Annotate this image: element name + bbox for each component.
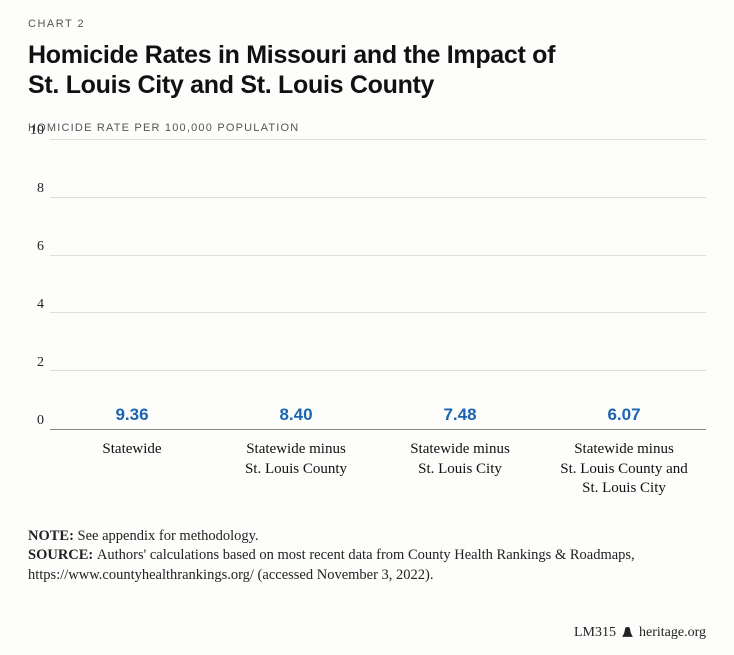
- x-axis-labels: Statewide Statewide minus St. Louis Coun…: [50, 440, 706, 499]
- bell-icon: [622, 627, 633, 640]
- x-label-line: St. Louis County: [245, 461, 347, 477]
- source-line: SOURCE: Authors' calculations based on m…: [28, 546, 706, 585]
- y-tick-10: 10: [30, 123, 44, 139]
- source-text: Authors' calculations based on most rece…: [28, 547, 635, 583]
- x-label: Statewide: [50, 440, 214, 499]
- y-axis-title: HOMICIDE RATE PER 100,000 POPULATION: [28, 122, 706, 134]
- bar-group: 6.07: [542, 405, 706, 429]
- x-label-line: St. Louis City: [418, 461, 502, 477]
- bar-group: 7.48: [378, 405, 542, 429]
- x-label: Statewide minus St. Louis City: [378, 440, 542, 499]
- x-label-line: Statewide: [102, 441, 161, 457]
- bar-value-label: 9.36: [115, 405, 148, 425]
- title-line-1: Homicide Rates in Missouri and the Impac…: [28, 41, 555, 69]
- plot-region: 9.36 8.40 7.48 6.07: [50, 140, 706, 430]
- footer: LM315 heritage.org: [574, 625, 706, 641]
- x-label-line: Statewide minus: [574, 441, 674, 457]
- bar-group: 9.36: [50, 405, 214, 429]
- chart-title: Homicide Rates in Missouri and the Impac…: [28, 40, 706, 100]
- x-label: Statewide minus St. Louis County: [214, 440, 378, 499]
- y-tick-2: 2: [37, 355, 44, 371]
- chart-number-label: CHART 2: [28, 18, 706, 30]
- notes-block: NOTE: See appendix for methodology. SOUR…: [28, 527, 706, 586]
- note-line: NOTE: See appendix for methodology.: [28, 527, 706, 547]
- title-line-2: St. Louis City and St. Louis County: [28, 71, 434, 99]
- footer-site: heritage.org: [639, 625, 706, 641]
- x-label-line: St. Louis City: [582, 480, 666, 496]
- bar-value-label: 8.40: [279, 405, 312, 425]
- bars-container: 9.36 8.40 7.48 6.07: [50, 140, 706, 429]
- note-label: NOTE:: [28, 528, 78, 544]
- source-label: SOURCE:: [28, 547, 97, 563]
- x-label-line: Statewide minus: [246, 441, 346, 457]
- x-label: Statewide minus St. Louis County and St.…: [542, 440, 706, 499]
- x-label-line: Statewide minus: [410, 441, 510, 457]
- chart-area: 0 2 4 6 8 10 9.36 8.40 7.48 6.07: [28, 140, 706, 430]
- bar-value-label: 6.07: [607, 405, 640, 425]
- x-label-line: St. Louis County and: [560, 461, 688, 477]
- bar-value-label: 7.48: [443, 405, 476, 425]
- footer-code: LM315: [574, 625, 616, 641]
- y-tick-6: 6: [37, 239, 44, 255]
- y-tick-0: 0: [37, 413, 44, 429]
- bar-group: 8.40: [214, 405, 378, 429]
- y-tick-4: 4: [37, 297, 44, 313]
- y-tick-8: 8: [37, 181, 44, 197]
- y-axis: 0 2 4 6 8 10: [28, 140, 50, 430]
- note-text: See appendix for methodology.: [78, 528, 259, 544]
